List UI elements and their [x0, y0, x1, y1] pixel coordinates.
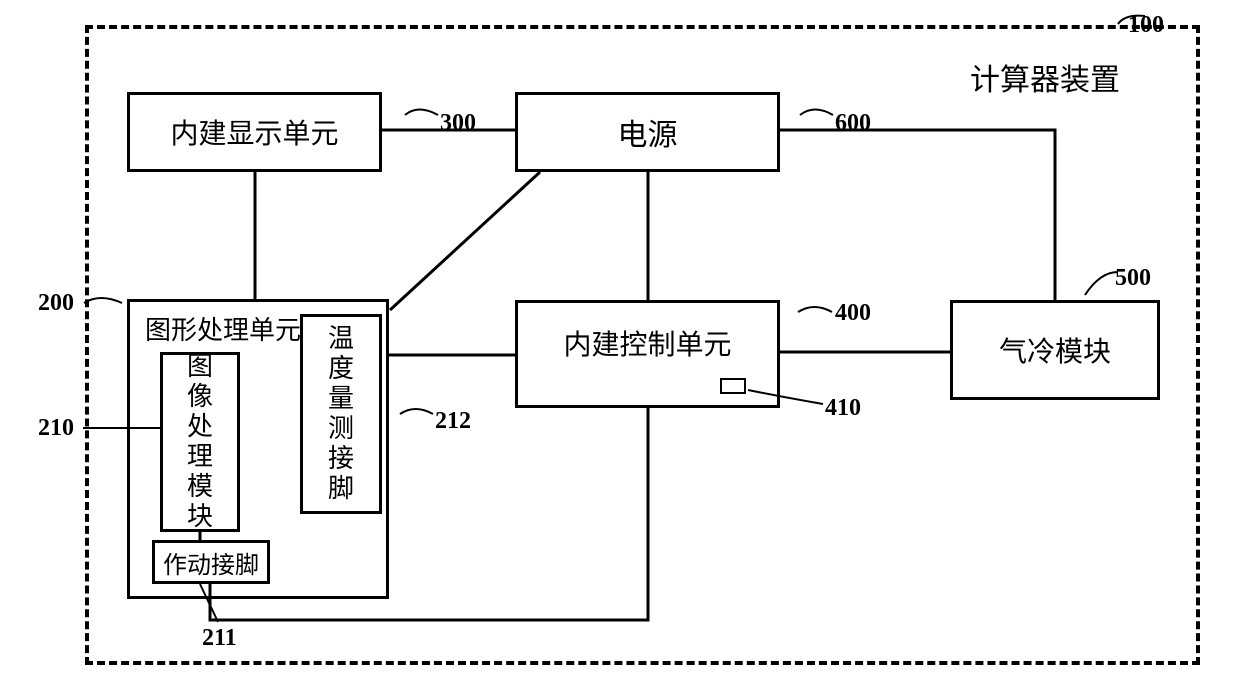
ref-300: 300 — [440, 110, 476, 137]
power-box: 电源 — [515, 92, 780, 172]
control-unit-label: 内建控制单元 — [563, 323, 731, 363]
ref-212: 212 — [435, 408, 471, 435]
temp-pin-label: 温度量测接脚 — [328, 324, 354, 503]
gpu-title: 图形处理单元 — [145, 310, 301, 347]
ref-500: 500 — [1115, 265, 1151, 292]
cooling-box: 气冷模块 — [950, 300, 1160, 400]
display-unit-label: 内建显示单元 — [170, 112, 338, 152]
image-module-label: 图像处理模块 — [187, 352, 213, 531]
ref-100: 100 — [1128, 12, 1164, 39]
ref-600: 600 — [835, 110, 871, 137]
action-pin-label: 作动接脚 — [163, 545, 259, 580]
ref-410: 410 — [825, 395, 861, 422]
ref-210: 210 — [38, 415, 74, 442]
ref-211: 211 — [202, 625, 237, 652]
cooling-label: 气冷模块 — [999, 330, 1111, 370]
power-label: 电源 — [618, 110, 678, 154]
chip-410 — [720, 378, 746, 394]
image-module-box: 图像处理模块 — [160, 352, 240, 532]
action-pin-box: 作动接脚 — [152, 540, 270, 584]
diagram-title: 计算器装置 — [970, 55, 1120, 99]
temp-pin-box: 温度量测接脚 — [300, 314, 382, 514]
ref-200: 200 — [38, 290, 74, 317]
display-unit-box: 内建显示单元 — [127, 92, 382, 172]
ref-400: 400 — [835, 300, 871, 327]
